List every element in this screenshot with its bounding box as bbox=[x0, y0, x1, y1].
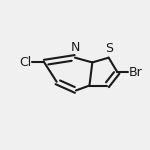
Text: Br: Br bbox=[129, 66, 143, 79]
Text: Cl: Cl bbox=[19, 56, 31, 69]
Text: S: S bbox=[105, 42, 113, 55]
Text: N: N bbox=[70, 42, 80, 54]
